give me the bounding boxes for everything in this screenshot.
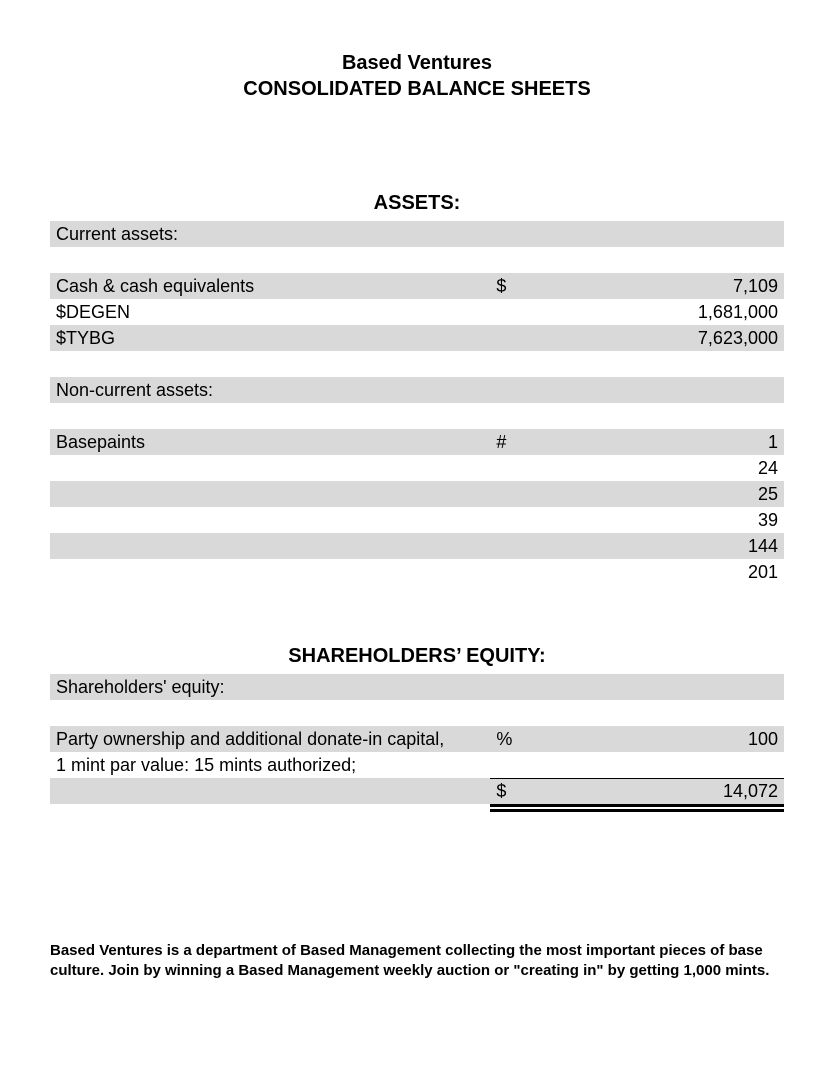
- table-row: 24: [50, 455, 784, 481]
- table-row: 201: [50, 559, 784, 585]
- company-name: Based Ventures: [50, 50, 784, 76]
- row-value: 201: [534, 559, 784, 585]
- current-assets-header: Current assets:: [50, 221, 784, 247]
- row-symbol: %: [490, 726, 534, 752]
- row-symbol: $: [490, 273, 534, 299]
- table-row: Cash & cash equivalents $ 7,109: [50, 273, 784, 299]
- table-row: Party ownership and additional donate-in…: [50, 726, 784, 752]
- document-title: CONSOLIDATED BALANCE SHEETS: [50, 76, 784, 102]
- double-underline: [490, 804, 784, 812]
- row-symbol: [490, 299, 534, 325]
- assets-title: ASSETS:: [50, 192, 784, 215]
- noncurrent-assets-header: Non-current assets:: [50, 377, 784, 403]
- row-label: Party ownership and additional donate-in…: [50, 726, 490, 752]
- equity-subhead: Shareholders' equity:: [50, 674, 490, 700]
- footer-text: Based Ventures is a department of Based …: [50, 941, 784, 980]
- total-row: $ 14,072: [50, 778, 784, 804]
- table-row: 25: [50, 481, 784, 507]
- equity-title: SHAREHOLDERS’ EQUITY:: [50, 645, 784, 668]
- row-value: 25: [534, 481, 784, 507]
- table-row: Basepaints # 1: [50, 429, 784, 455]
- equity-table: Shareholders' equity: Party ownership an…: [50, 674, 784, 804]
- row-value: 1,681,000: [534, 299, 784, 325]
- assets-section: ASSETS: Current assets: Cash & cash equi…: [50, 192, 784, 585]
- table-row: 144: [50, 533, 784, 559]
- row-value: 1: [534, 429, 784, 455]
- table-row: 1 mint par value: 15 mints authorized;: [50, 752, 784, 778]
- current-assets-label: Current assets:: [50, 221, 490, 247]
- row-value: 7,109: [534, 273, 784, 299]
- header: Based Ventures CONSOLIDATED BALANCE SHEE…: [50, 50, 784, 102]
- total-symbol: $: [490, 778, 534, 804]
- row-symbol: #: [490, 429, 534, 455]
- equity-subhead-row: Shareholders' equity:: [50, 674, 784, 700]
- table-row: 39: [50, 507, 784, 533]
- total-value: 14,072: [534, 778, 784, 804]
- row-value: 24: [534, 455, 784, 481]
- row-value: 144: [534, 533, 784, 559]
- table-row: $DEGEN 1,681,000: [50, 299, 784, 325]
- row-label: Cash & cash equivalents: [50, 273, 490, 299]
- assets-table: Current assets: Cash & cash equivalents …: [50, 221, 784, 585]
- noncurrent-assets-label: Non-current assets:: [50, 377, 490, 403]
- equity-section: SHAREHOLDERS’ EQUITY: Shareholders' equi…: [50, 645, 784, 812]
- row-label: Basepaints: [50, 429, 490, 455]
- row-label: $TYBG: [50, 325, 490, 351]
- row-value: 100: [534, 726, 784, 752]
- table-row: $TYBG 7,623,000: [50, 325, 784, 351]
- row-symbol: [490, 325, 534, 351]
- row-label: 1 mint par value: 15 mints authorized;: [50, 752, 490, 778]
- row-value: 39: [534, 507, 784, 533]
- row-label: $DEGEN: [50, 299, 490, 325]
- row-value: 7,623,000: [534, 325, 784, 351]
